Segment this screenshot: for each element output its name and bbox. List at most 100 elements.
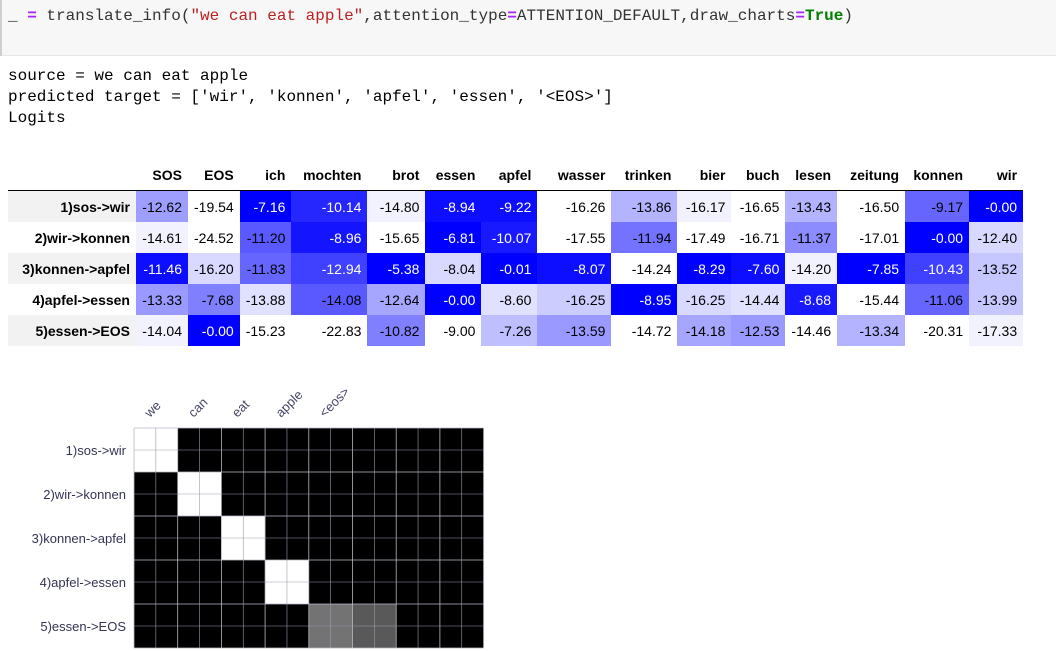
y-tick-label: 2)wir->konnen — [43, 487, 126, 502]
logit-cell: -9.17 — [905, 190, 970, 222]
row-label: 5)essen->EOS — [8, 315, 136, 346]
table-row: 4)apfel->essen -13.33 -7.68 -13.88 -14.08 -12… — [8, 284, 1024, 315]
y-tick-label: 1)sos->wir — [66, 443, 127, 458]
logit-cell: -17.55 — [537, 222, 612, 253]
column-header: essen — [425, 160, 482, 191]
logit-cell: -10.82 — [367, 315, 426, 346]
logit-cell: -0.00 — [969, 190, 1024, 222]
logit-cell: -13.88 — [239, 284, 292, 315]
column-header: wir — [969, 160, 1024, 191]
logit-cell: -13.99 — [969, 284, 1024, 315]
logits-header-row: SOS EOS ich mochten brot essen apfel wasser trin… — [8, 160, 1024, 191]
logit-cell: -5.38 — [367, 253, 426, 284]
column-header: lesen — [785, 160, 838, 191]
y-tick-label: 3)konnen->apfel — [32, 531, 126, 546]
row-label: 1)sos->wir — [8, 190, 136, 222]
logit-cell: -20.31 — [905, 315, 970, 346]
logit-cell: -24.52 — [188, 222, 240, 253]
logit-cell: -10.14 — [291, 190, 368, 222]
logit-cell: -14.46 — [785, 315, 838, 346]
logit-cell: -11.46 — [136, 253, 188, 284]
column-header: SOS — [136, 160, 188, 191]
logit-cell: -15.23 — [239, 315, 292, 346]
logit-cell: -15.44 — [837, 284, 906, 315]
logit-cell: -14.04 — [136, 315, 188, 346]
logit-cell: -12.62 — [136, 190, 188, 222]
logit-cell: -11.94 — [611, 222, 678, 253]
logit-cell: -7.68 — [188, 284, 240, 315]
logit-cell: -8.96 — [291, 222, 368, 253]
code-prefix: _ — [8, 7, 28, 25]
code-eq-1: = — [507, 7, 517, 25]
logit-cell: -0.00 — [905, 222, 970, 253]
logit-cell: -14.44 — [731, 284, 786, 315]
logit-cell: -16.25 — [537, 284, 612, 315]
logit-cell: -7.60 — [731, 253, 786, 284]
column-header: bier — [677, 160, 732, 191]
column-header: apfel — [481, 160, 538, 191]
x-tick-label: we — [141, 398, 164, 421]
logit-cell: -0.00 — [425, 284, 482, 315]
code-line[interactable]: _ = translate_info("we can eat apple",at… — [8, 7, 853, 25]
code-string-arg: "we can eat apple" — [190, 7, 364, 25]
logit-cell: -8.94 — [425, 190, 482, 222]
logit-cell: -10.43 — [905, 253, 970, 284]
logit-cell: -16.17 — [677, 190, 732, 222]
logit-cell: -14.20 — [785, 253, 838, 284]
logit-cell: -7.85 — [837, 253, 906, 284]
logit-cell: -13.34 — [837, 315, 906, 346]
x-tick-label: eat — [229, 396, 253, 420]
code-kwarg-1: ,attention_type — [363, 7, 508, 25]
column-header: buch — [731, 160, 786, 191]
logits-body: 1)sos->wir -12.62 -19.54 -7.16 -10.14 -14.80-… — [8, 190, 1024, 346]
attention-chart: we can eat apple <eos> 1)sos->wir 2)wir->konne… — [32, 385, 485, 649]
column-header: trinken — [611, 160, 678, 191]
row-header-corner — [8, 160, 136, 191]
logit-cell: -16.25 — [677, 284, 732, 315]
logit-cell: -12.94 — [291, 253, 368, 284]
logit-cell: -11.06 — [905, 284, 970, 315]
logit-cell: -7.26 — [481, 315, 538, 346]
logit-cell: -8.68 — [785, 284, 838, 315]
logit-cell: -12.64 — [367, 284, 426, 315]
logit-cell: -14.61 — [136, 222, 188, 253]
logit-cell: -8.04 — [425, 253, 482, 284]
code-close-paren: ) — [843, 7, 853, 25]
column-header: brot — [367, 160, 426, 191]
x-tick-label: can — [185, 395, 210, 420]
table-row: 3)konnen->apfel -11.46 -16.20 -11.83 -12.94-… — [8, 253, 1024, 284]
logit-cell: -12.53 — [731, 315, 786, 346]
logit-cell: -19.54 — [188, 190, 240, 222]
code-assign-op: = — [27, 7, 37, 25]
logit-cell: -13.33 — [136, 284, 188, 315]
logit-cell: -17.49 — [677, 222, 732, 253]
logit-cell: -16.71 — [731, 222, 786, 253]
logit-cell: -16.65 — [731, 190, 786, 222]
table-row: 1)sos->wir -12.62 -19.54 -7.16 -10.14 -14.80-… — [8, 190, 1024, 222]
logit-cell: -14.08 — [291, 284, 368, 315]
logit-cell: -8.29 — [677, 253, 732, 284]
column-header: konnen — [905, 160, 970, 191]
code-kwarg-2: ,draw_charts — [680, 7, 796, 25]
row-label: 4)apfel->essen — [8, 284, 136, 315]
code-cell[interactable]: _ = translate_info("we can eat apple",at… — [0, 0, 1056, 56]
logit-cell: -0.01 — [481, 253, 538, 284]
column-header: mochten — [291, 160, 368, 191]
logit-cell: -22.83 — [291, 315, 368, 346]
logit-cell: -16.26 — [537, 190, 612, 222]
source-line: source = we can eat apple — [8, 67, 249, 85]
cell-edge — [0, 0, 2, 56]
column-header: EOS — [188, 160, 240, 191]
row-label: 2)wir->konnen — [8, 222, 136, 253]
logit-cell: -13.52 — [969, 253, 1024, 284]
logit-cell: -9.00 — [425, 315, 482, 346]
code-kwarg-1-value: ATTENTION_DEFAULT — [516, 7, 681, 25]
table-row: 5)essen->EOS -14.04 -0.00 -15.23 -22.83 -10.8… — [8, 315, 1024, 346]
logit-cell: -13.43 — [785, 190, 838, 222]
y-tick-label: 5)essen->EOS — [40, 619, 126, 634]
predicted-line: predicted target = ['wir', 'konnen', 'ap… — [8, 88, 613, 106]
row-label: 3)konnen->apfel — [8, 253, 136, 284]
logit-cell: -0.00 — [188, 315, 240, 346]
logits-label: Logits — [8, 109, 66, 127]
code-kwarg-2-value: True — [804, 7, 844, 25]
